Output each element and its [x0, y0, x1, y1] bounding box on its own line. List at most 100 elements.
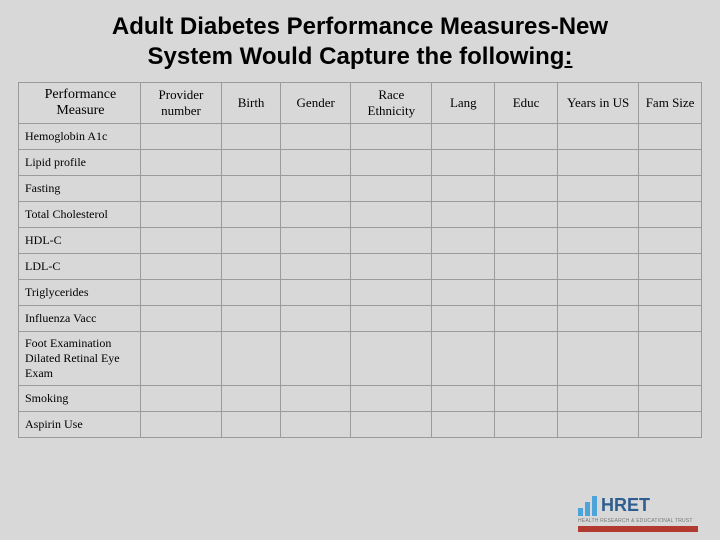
col-header: Years in US [557, 83, 638, 124]
cell [140, 386, 221, 412]
cell [351, 386, 432, 412]
cell [432, 412, 495, 438]
cell [557, 124, 638, 150]
cell [351, 280, 432, 306]
table-row: Lipid profile [19, 150, 702, 176]
row-label: Foot Examination Dilated Retinal Eye Exa… [19, 332, 141, 386]
row-label: HDL-C [19, 228, 141, 254]
cell [281, 228, 351, 254]
cell [222, 124, 281, 150]
table-row: Influenza Vacc [19, 306, 702, 332]
cell [222, 280, 281, 306]
cell [495, 386, 558, 412]
table-row: Hemoglobin A1c [19, 124, 702, 150]
cell [495, 150, 558, 176]
cell [495, 332, 558, 386]
cell [140, 332, 221, 386]
cell [639, 254, 702, 280]
cell [281, 280, 351, 306]
cell [639, 150, 702, 176]
table-row: LDL-C [19, 254, 702, 280]
col-header: Fam Size [639, 83, 702, 124]
col-header: Educ [495, 83, 558, 124]
cell [557, 386, 638, 412]
table-row: Foot Examination Dilated Retinal Eye Exa… [19, 332, 702, 386]
logo-bars-icon [578, 494, 597, 516]
table-row: Smoking [19, 386, 702, 412]
cell [557, 150, 638, 176]
row-label: Lipid profile [19, 150, 141, 176]
cell [557, 254, 638, 280]
cell [557, 280, 638, 306]
col-header: Provider number [140, 83, 221, 124]
cell [222, 306, 281, 332]
cell [351, 412, 432, 438]
row-label: Fasting [19, 176, 141, 202]
cell [557, 306, 638, 332]
cell [281, 176, 351, 202]
cell [495, 306, 558, 332]
cell [351, 202, 432, 228]
col-header-measure: Performance Measure [19, 83, 141, 124]
cell [140, 150, 221, 176]
cell [495, 254, 558, 280]
cell [222, 228, 281, 254]
cell [495, 176, 558, 202]
cell [281, 332, 351, 386]
cell [281, 150, 351, 176]
row-label: Triglycerides [19, 280, 141, 306]
cell [639, 412, 702, 438]
cell [222, 202, 281, 228]
cell [351, 332, 432, 386]
cell [140, 280, 221, 306]
cell [557, 228, 638, 254]
cell [351, 254, 432, 280]
hret-logo: HRET HEALTH RESEARCH & EDUCATIONAL TRUST [578, 494, 698, 532]
logo-strip [578, 526, 698, 532]
table-row: Total Cholesterol [19, 202, 702, 228]
cell [432, 254, 495, 280]
row-label: Aspirin Use [19, 412, 141, 438]
cell [495, 228, 558, 254]
cell [140, 254, 221, 280]
row-label: Smoking [19, 386, 141, 412]
page-title: Adult Diabetes Performance Measures-New … [18, 10, 702, 82]
cell [222, 254, 281, 280]
row-label: LDL-C [19, 254, 141, 280]
title-line1: Adult Diabetes Performance Measures-New [112, 13, 608, 40]
cell [432, 386, 495, 412]
cell [140, 228, 221, 254]
cell [639, 306, 702, 332]
table-row: Triglycerides [19, 280, 702, 306]
cell [140, 176, 221, 202]
table-row: Aspirin Use [19, 412, 702, 438]
cell [281, 202, 351, 228]
logo-tagline: HEALTH RESEARCH & EDUCATIONAL TRUST [578, 518, 698, 524]
cell [281, 124, 351, 150]
cell [432, 332, 495, 386]
cell [351, 176, 432, 202]
title-line2a: System Would Capture the following [148, 43, 565, 70]
row-label: Hemoglobin A1c [19, 124, 141, 150]
cell [639, 280, 702, 306]
cell [281, 386, 351, 412]
cell [639, 202, 702, 228]
row-label: Total Cholesterol [19, 202, 141, 228]
cell [557, 202, 638, 228]
cell [495, 412, 558, 438]
cell [222, 176, 281, 202]
cell [639, 228, 702, 254]
cell [432, 202, 495, 228]
row-label: Influenza Vacc [19, 306, 141, 332]
cell [432, 124, 495, 150]
cell [140, 412, 221, 438]
cell [432, 228, 495, 254]
measures-table: Performance MeasureProvider numberBirthG… [18, 82, 702, 438]
cell [222, 332, 281, 386]
title-line2b: : [564, 43, 572, 70]
cell [281, 306, 351, 332]
cell [281, 254, 351, 280]
cell [432, 280, 495, 306]
cell [639, 332, 702, 386]
table-row: Fasting [19, 176, 702, 202]
